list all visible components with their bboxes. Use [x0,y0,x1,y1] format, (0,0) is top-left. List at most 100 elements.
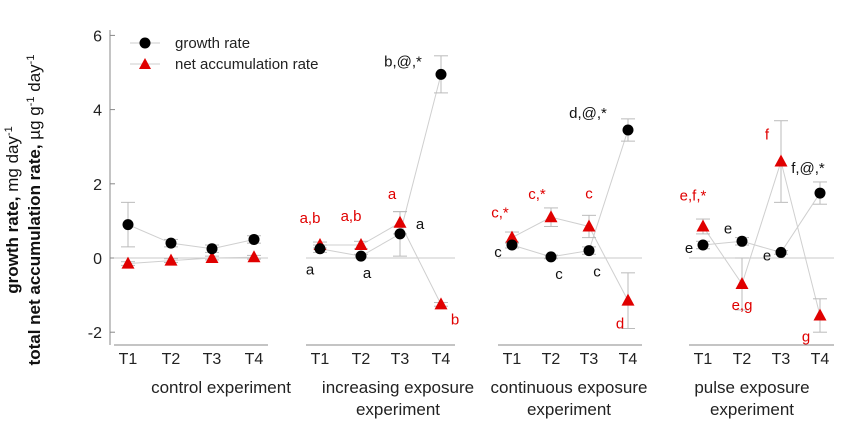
x-tick-label-2-3: T4 [619,351,638,368]
growth-annotation-1-1: a [363,265,372,282]
x-tick-label-1-2: T3 [391,351,410,368]
legend-label-accum: net accumulation rate [175,56,318,73]
svg-text:total net accumulation rate,: total net accumulation rate, µg g-1 day-… [25,55,44,366]
x-tick-label-0-0: T1 [119,351,138,368]
group-label-1-0: increasing exposure [322,378,474,397]
x-tick-label-0-1: T2 [162,351,181,368]
x-tick-label-1-1: T2 [352,351,371,368]
accum-point-0-1 [164,253,178,266]
accum-annotation-1-1: a,b [341,208,362,225]
accum-series-line-2 [511,216,629,301]
group-label-1-1: experiment [356,400,440,419]
x-tick-label-1-3: T4 [432,351,451,368]
growth-series-line-3 [702,192,821,254]
growth-point-3-1 [736,235,748,247]
x-tick-label-0-3: T4 [245,351,264,368]
legend: growth rate net accumulation rate [130,35,318,73]
growth-series-line-1 [319,74,442,257]
accum-point-0-3 [247,250,261,263]
growth-series-line-0 [127,224,255,250]
y-tick-label-3: 4 [93,103,102,120]
x-tick-label-3-0: T1 [694,351,713,368]
group-label-3-0: pulse exposure [694,378,809,397]
y-axis-title-line2-unit: µg g [25,106,44,139]
legend-marker-growth [139,37,151,49]
growth-annotation-3-1: e [724,220,732,237]
growth-point-0-3 [248,233,260,245]
accum-annotation-1-0: a,b [300,210,321,227]
accum-point-1-2 [393,215,407,228]
growth-point-3-3 [814,187,826,199]
accum-annotation-3-3: g [802,329,810,346]
accum-point-3-2 [774,154,788,167]
group-label-3-1: experiment [710,400,794,419]
accum-series-line-0 [127,256,255,265]
growth-point-3-0 [697,239,709,251]
y-tick-label-2: 2 [93,177,102,194]
y-axis-title-line2-sup2: -1 [25,55,37,65]
accum-point-0-2 [205,251,219,263]
growth-annotation-2-2: c [593,264,601,281]
growth-point-1-3 [435,68,447,80]
y-axis-title: growth rate, mg day-1 total net accumula… [3,55,44,366]
x-tick-label-2-1: T2 [542,351,561,368]
x-tick-label-3-2: T3 [772,351,791,368]
x-tick-label-2-0: T1 [503,351,522,368]
growth-annotation-3-3: f,@,* [791,160,825,177]
growth-point-1-2 [394,228,406,240]
y-axis-title-line1-unit: mg day [3,136,22,192]
growth-point-0-2 [206,243,218,255]
accum-point-2-3 [621,293,635,306]
accum-point-2-0 [505,230,519,243]
group-0: T1 T2 T3 T4 control experiment [114,201,291,397]
x-tick-label-3-1: T2 [733,351,752,368]
accum-point-1-1 [354,238,368,251]
growth-point-2-3 [622,124,634,136]
accum-annotation-2-0: c,* [491,205,509,222]
accum-point-2-1 [544,210,558,223]
growth-point-2-2 [583,245,595,257]
y-axis-title-line1-sup: -1 [3,126,15,136]
growth-point-2-1 [545,251,557,263]
group-2: c c c d,@,* c,* c,* c d T1 T2 T3 T4 continuous expos… [491,105,648,419]
growth-annotation-1-3: b,@,* [384,53,422,70]
accum-annotation-1-3: b [451,311,459,328]
group-label-2-1: experiment [527,400,611,419]
growth-point-1-1 [355,250,367,262]
accum-annotation-2-2: c [585,185,593,202]
group-1: a a a b,@,* a,b a,b a b T1 T2 T3 T4 increasing expos… [300,53,475,419]
x-tick-label-2-2: T3 [580,351,599,368]
svg-text:growth rate, mg day-1: growth rate, mg day-1 [3,126,22,294]
accum-point-2-2 [582,219,596,232]
y-axis: -2 0 2 4 6 [88,28,115,345]
x-tick-label-0-2: T3 [203,351,222,368]
accum-annotation-1-2: a [388,186,397,203]
y-tick-label-1: 0 [93,251,102,268]
legend-label-growth: growth rate [175,35,250,52]
growth-annotation-2-0: c [494,244,502,261]
accum-series-line-1 [320,222,442,305]
growth-point-1-0 [314,243,326,255]
accum-annotation-2-1: c,* [528,186,546,203]
growth-annotation-3-2: e [763,247,771,264]
growth-annotation-2-1: c [555,266,563,283]
growth-point-0-1 [165,237,177,249]
growth-annotation-3-0: e [685,240,693,257]
accum-annotation-3-1: e,g [732,297,753,314]
accum-point-0-0 [121,256,135,269]
growth-annotation-1-0: a [306,262,315,279]
y-tick-label-0: -2 [88,325,102,342]
accum-series-line-3 [702,159,821,316]
y-tick-label-4: 6 [93,28,102,45]
accum-point-1-3 [434,297,448,310]
legend-marker-accum [139,58,151,69]
accum-point-3-1 [735,276,749,289]
growth-annotation-2-3: d,@,* [569,105,607,122]
accum-point-3-3 [813,308,827,321]
x-tick-label-1-0: T1 [311,351,330,368]
accum-point-3-0 [696,219,710,232]
y-axis-title-line2-sup1: -1 [25,96,37,106]
group-label-0-0: control experiment [151,378,291,397]
growth-point-0-0 [122,219,134,231]
